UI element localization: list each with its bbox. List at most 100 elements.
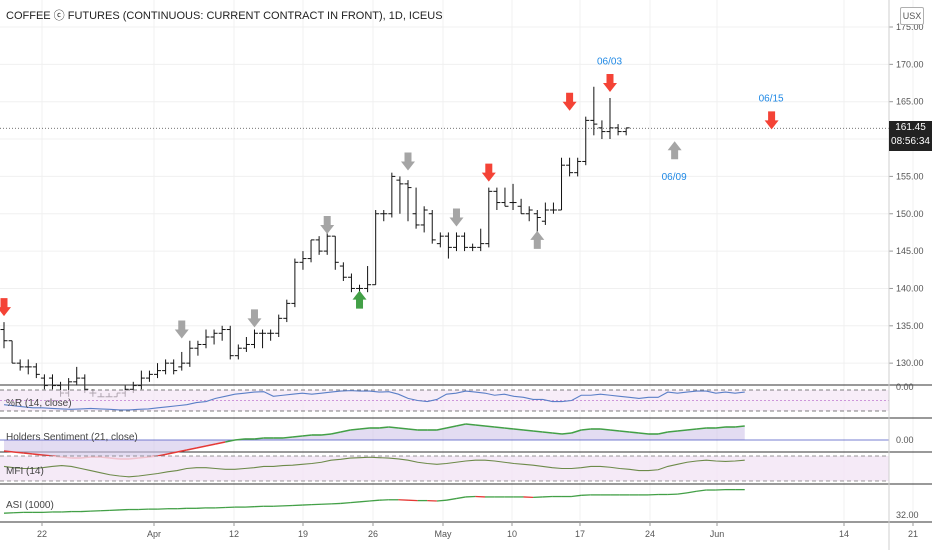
red-arrow-down-icon: [603, 74, 617, 92]
ohlc-bar: [485, 188, 492, 248]
ohlc-bar: [170, 359, 177, 374]
green-arrow-up-icon: [353, 291, 367, 309]
sentiment-segment: [562, 433, 572, 434]
sentiment-segment: [523, 430, 533, 431]
ohlc-bar: [33, 363, 40, 378]
sentiment-segment: [514, 429, 524, 430]
x-tick-label: 19: [298, 529, 308, 539]
sentiment-segment: [23, 453, 33, 454]
sentiment-segment: [610, 430, 620, 431]
sentiment-segment: [321, 434, 331, 435]
asi-segment: [370, 500, 380, 501]
ohlc-bar: [259, 330, 266, 349]
sentiment-segment: [677, 430, 687, 431]
sentiment-segment: [408, 429, 418, 430]
sentiment-segment: [620, 431, 630, 432]
ohlc-bar: [162, 359, 169, 374]
sentiment-segment: [716, 427, 726, 428]
date-annotation: 06/09: [662, 172, 687, 183]
wr-axis-label: 0.00: [896, 382, 914, 392]
sentiment-segment: [235, 439, 245, 440]
sentiment-segment: [254, 438, 264, 439]
sentiment-segment: [735, 426, 745, 427]
ohlc-bar: [203, 330, 210, 349]
currency-unit-button[interactable]: USX: [900, 7, 924, 25]
ohlc-bar: [73, 367, 80, 386]
red-arrow-down-icon: [0, 298, 11, 316]
ohlc-bar: [396, 176, 403, 213]
y-tick-label: 135.00: [896, 321, 924, 331]
ohlc-bar: [388, 173, 395, 218]
ohlc-bar: [316, 236, 323, 255]
sentiment-segment: [360, 428, 370, 429]
sentiment-segment: [639, 433, 649, 434]
ohlc-bar: [550, 203, 557, 214]
sentiment-segment: [379, 427, 389, 428]
red-arrow-down-icon: [482, 164, 496, 182]
gray-arrow-down-icon: [320, 216, 334, 234]
date-annotation: 06/03: [597, 56, 622, 67]
gray-arrow-down-icon: [449, 208, 463, 226]
x-tick-label: 26: [368, 529, 378, 539]
sentiment-segment: [504, 428, 514, 429]
ohlc-bar: [25, 359, 32, 374]
chart-title: COFFEE ⓒ FUTURES (CONTINUOUS: CURRENT CO…: [6, 9, 443, 22]
ohlc-bar: [251, 330, 258, 349]
ohlc-bar: [445, 232, 452, 258]
ohlc-bar: [380, 210, 387, 221]
ohlc-bar: [413, 188, 420, 229]
red-arrow-down-icon: [765, 111, 779, 129]
ohlc-bar: [340, 262, 347, 281]
x-tick-label: 22: [37, 529, 47, 539]
ohlc-bar: [615, 124, 622, 135]
sentiment-segment: [697, 428, 707, 429]
ohlc-bar: [219, 326, 226, 341]
y-tick-label: 165.00: [896, 97, 924, 107]
sentiment-segment: [629, 432, 639, 433]
mfi-pane-label: MFI (14): [6, 466, 44, 477]
ohlc-bar: [49, 374, 56, 389]
sentiment-segment: [533, 431, 543, 432]
ohlc-bar: [154, 363, 161, 378]
x-tick-label: 12: [229, 529, 239, 539]
gray-arrow-down-icon: [247, 309, 261, 327]
ohlc-bar: [566, 158, 573, 177]
ohlc-bar: [453, 232, 460, 251]
mfi-band: [0, 456, 889, 481]
red-arrow-down-icon: [563, 93, 577, 111]
sentiment-segment: [33, 454, 43, 455]
last-price-value: 161.45: [889, 121, 932, 135]
asi-segment: [687, 491, 697, 493]
sentiment-segment: [398, 428, 408, 429]
x-tick-label: 17: [575, 529, 585, 539]
sentiment-segment: [302, 435, 312, 436]
sentiment-segment: [600, 429, 610, 430]
ohlc-bar: [558, 158, 565, 210]
bar-countdown: 08:56:34: [889, 135, 932, 149]
ohlc-bar: [421, 206, 428, 232]
y-tick-label: 155.00: [896, 171, 924, 181]
asi-axis-label: 32.00: [896, 510, 919, 520]
sentiment-segment: [389, 427, 399, 428]
ohlc-bar: [429, 210, 436, 244]
y-tick-label: 130.00: [896, 358, 924, 368]
asi-segment: [350, 502, 360, 503]
asi-segment: [341, 503, 351, 504]
sentiment-segment: [543, 432, 553, 433]
last-price-tag: 161.45 08:56:34: [889, 121, 932, 151]
ohlc-bar: [178, 352, 185, 371]
sentiment-segment: [485, 426, 495, 427]
sentiment-segment: [293, 436, 303, 437]
ohlc-bar: [582, 117, 589, 166]
x-tick-label: Apr: [147, 529, 161, 539]
ohlc-bar: [243, 337, 250, 352]
ohlc-bar: [17, 359, 24, 370]
sentiment-segment: [4, 451, 14, 452]
asi-segment: [456, 497, 466, 499]
ohlc-bar: [227, 326, 234, 360]
sentiment-axis-label: 0.00: [896, 435, 914, 445]
ohlc-bar: [299, 251, 306, 270]
ohlc-bar: [211, 330, 218, 345]
